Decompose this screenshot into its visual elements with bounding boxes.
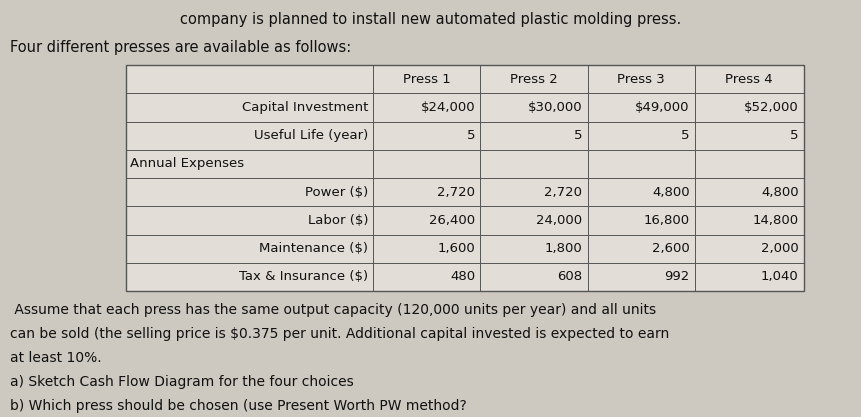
Text: b) Which press should be chosen (use Present Worth PW method?: b) Which press should be chosen (use Pre… bbox=[10, 399, 467, 413]
Text: Power ($): Power ($) bbox=[305, 186, 369, 198]
FancyBboxPatch shape bbox=[126, 65, 804, 291]
Text: 2,720: 2,720 bbox=[544, 186, 582, 198]
Text: Annual Expenses: Annual Expenses bbox=[130, 158, 245, 171]
Text: $30,000: $30,000 bbox=[528, 101, 582, 114]
Text: 5: 5 bbox=[681, 129, 690, 142]
Text: 2,600: 2,600 bbox=[652, 242, 690, 255]
Text: 1,800: 1,800 bbox=[545, 242, 582, 255]
Text: 1,600: 1,600 bbox=[437, 242, 475, 255]
Text: company is planned to install new automated plastic molding press.: company is planned to install new automa… bbox=[180, 12, 681, 27]
Text: $24,000: $24,000 bbox=[421, 101, 475, 114]
Text: a) Sketch Cash Flow Diagram for the four choices: a) Sketch Cash Flow Diagram for the four… bbox=[10, 375, 354, 389]
Text: 26,400: 26,400 bbox=[429, 214, 475, 227]
Text: 5: 5 bbox=[790, 129, 799, 142]
Text: Assume that each press has the same output capacity (120,000 units per year) and: Assume that each press has the same outp… bbox=[10, 303, 656, 317]
Text: can be sold (the selling price is $0.375 per unit. Additional capital invested i: can be sold (the selling price is $0.375… bbox=[10, 327, 669, 341]
Text: 480: 480 bbox=[450, 270, 475, 284]
Text: 5: 5 bbox=[574, 129, 582, 142]
Text: 5: 5 bbox=[467, 129, 475, 142]
Text: Tax & Insurance ($): Tax & Insurance ($) bbox=[239, 270, 369, 284]
Text: Maintenance ($): Maintenance ($) bbox=[259, 242, 369, 255]
Text: at least 10%.: at least 10%. bbox=[10, 351, 102, 365]
Text: 4,800: 4,800 bbox=[761, 186, 799, 198]
Text: Capital Investment: Capital Investment bbox=[242, 101, 369, 114]
Text: 2,000: 2,000 bbox=[761, 242, 799, 255]
Text: Press 1: Press 1 bbox=[403, 73, 451, 85]
Text: Four different presses are available as follows:: Four different presses are available as … bbox=[10, 40, 351, 55]
Text: 16,800: 16,800 bbox=[643, 214, 690, 227]
Text: Press 2: Press 2 bbox=[510, 73, 558, 85]
Text: Useful Life (year): Useful Life (year) bbox=[254, 129, 369, 142]
Text: 4,800: 4,800 bbox=[652, 186, 690, 198]
Text: Labor ($): Labor ($) bbox=[307, 214, 369, 227]
Text: Press 4: Press 4 bbox=[726, 73, 773, 85]
Text: 24,000: 24,000 bbox=[536, 214, 582, 227]
Text: 992: 992 bbox=[665, 270, 690, 284]
Text: Press 3: Press 3 bbox=[617, 73, 665, 85]
Text: 1,040: 1,040 bbox=[761, 270, 799, 284]
Text: 2,720: 2,720 bbox=[437, 186, 475, 198]
Text: 14,800: 14,800 bbox=[753, 214, 799, 227]
Text: 608: 608 bbox=[557, 270, 582, 284]
Text: $49,000: $49,000 bbox=[635, 101, 690, 114]
Text: $52,000: $52,000 bbox=[744, 101, 799, 114]
